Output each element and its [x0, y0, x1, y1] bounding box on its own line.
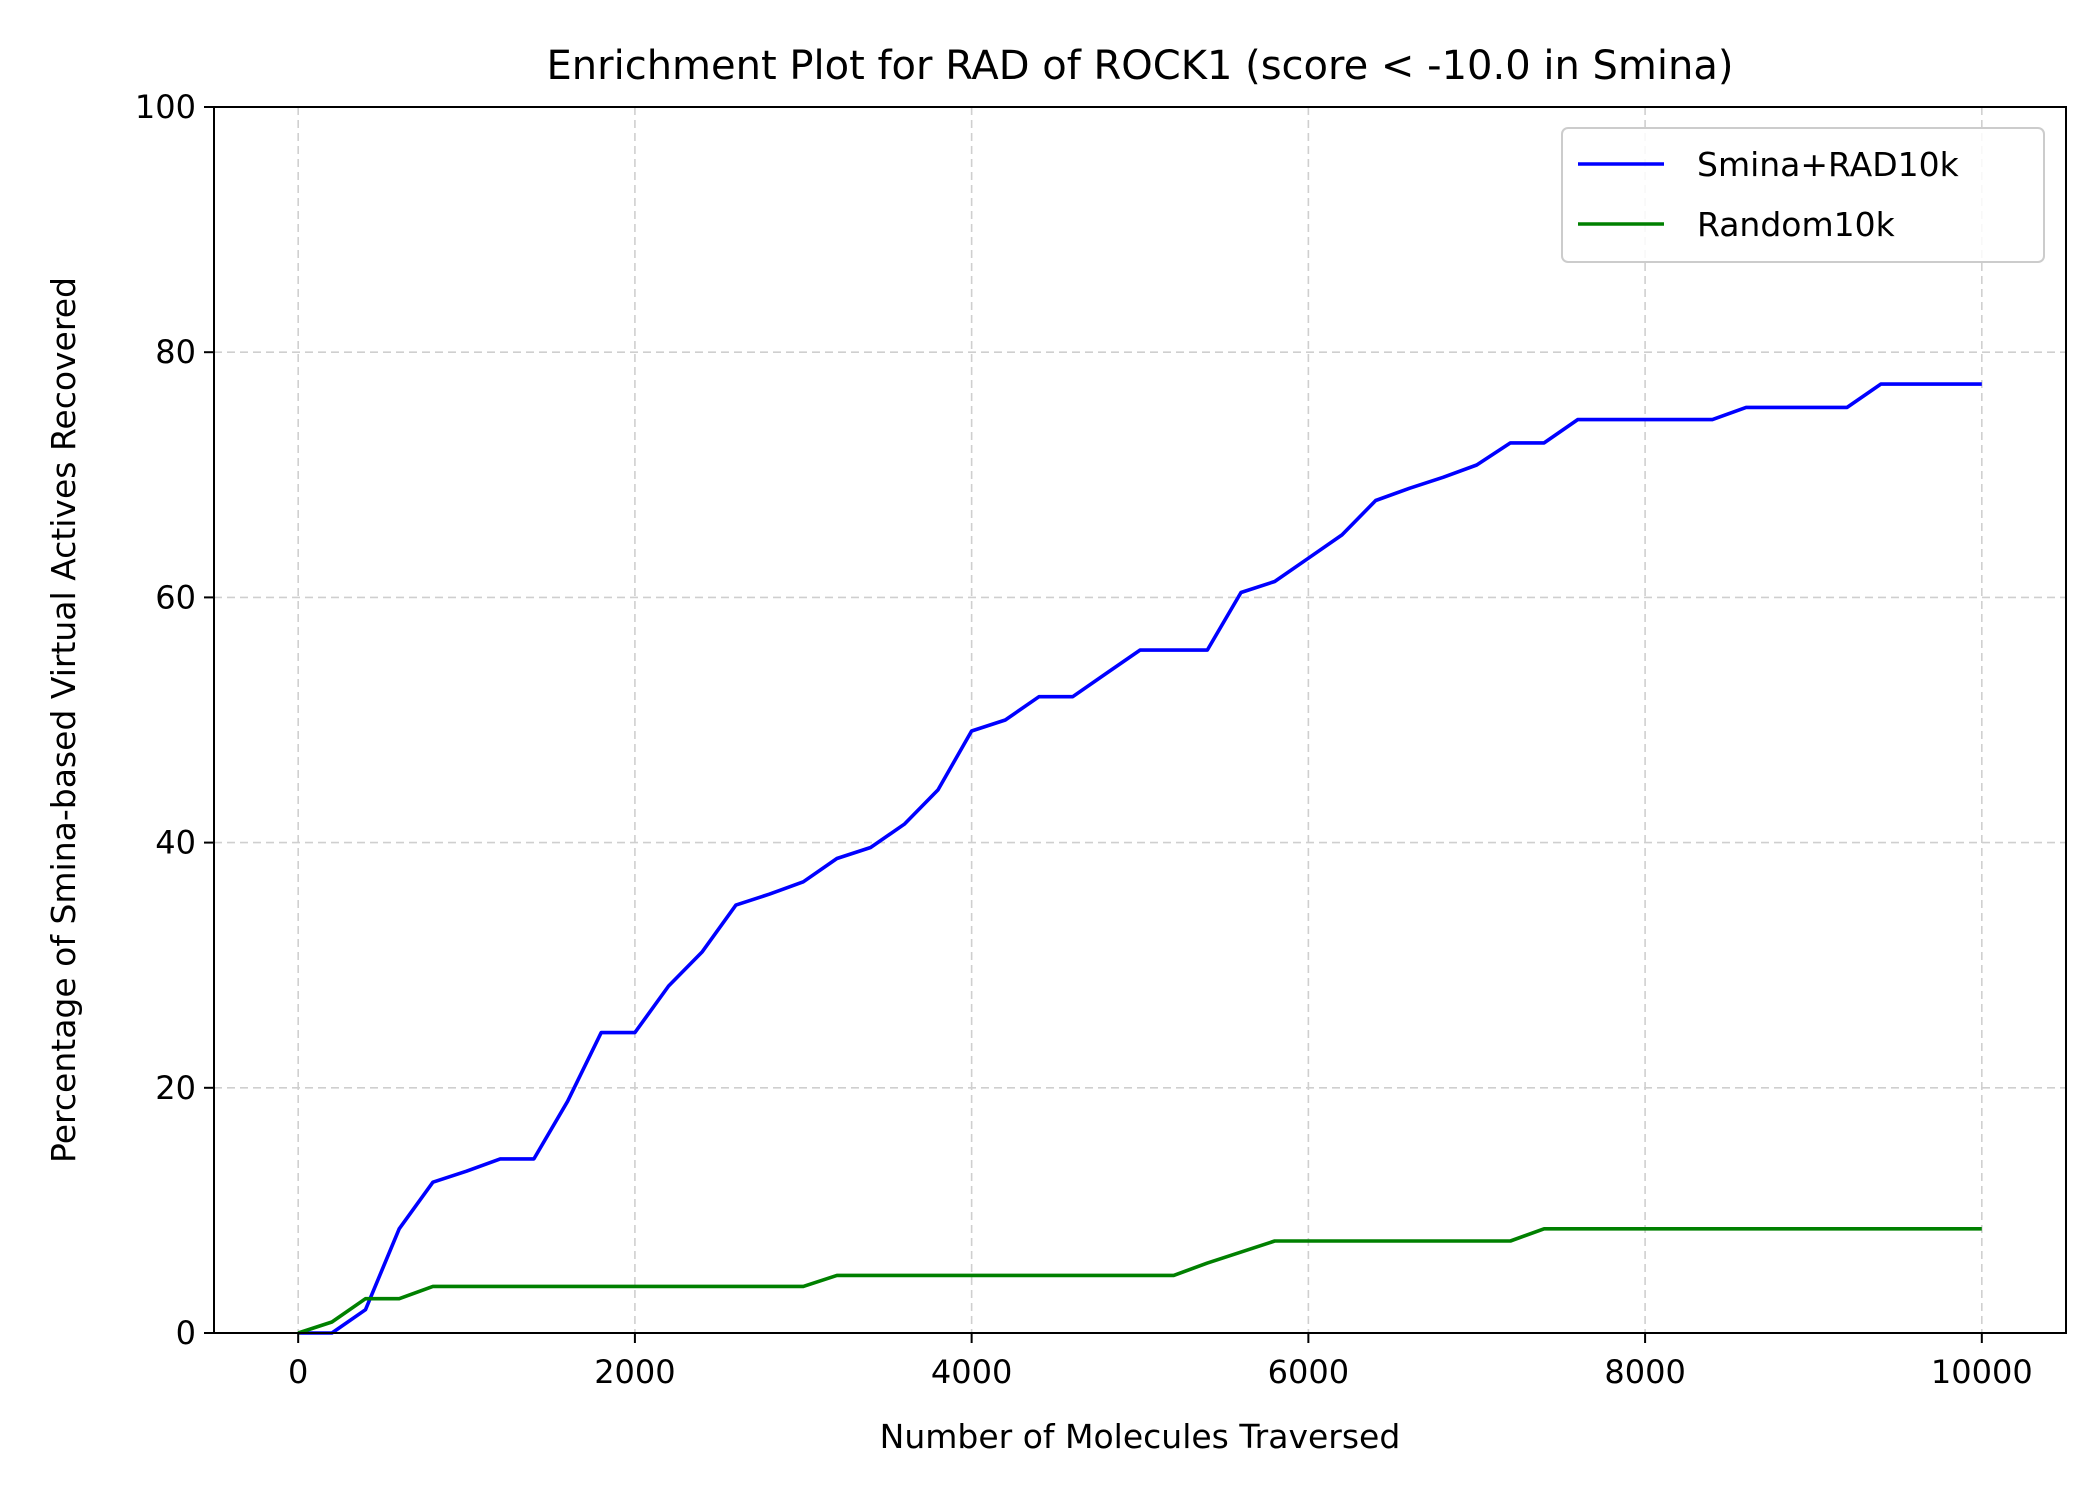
x-tick-label: 6000	[1268, 1353, 1349, 1391]
y-tick-label: 80	[155, 333, 196, 371]
axis-ticks: 0 2000 4000 6000 8000 10000 0 20 40 60 80 100	[135, 88, 2033, 1391]
series-lines	[297, 382, 1982, 1335]
series-line-smina-rad10k	[298, 382, 1982, 1335]
y-tick-label: 40	[155, 824, 196, 862]
legend: Smina+RAD10k Random10k	[1561, 127, 2045, 263]
plot-frame	[213, 106, 2067, 1334]
legend-label: Random10k	[1697, 205, 1896, 244]
chart-title: Enrichment Plot for RAD of ROCK1 (score …	[547, 43, 1734, 89]
y-tick-label: 20	[155, 1069, 196, 1107]
x-tick-label: 2000	[594, 1353, 675, 1391]
legend-label: Smina+RAD10k	[1697, 145, 1960, 184]
y-tick-label: 0	[176, 1314, 196, 1352]
series-line-random10k	[297, 1227, 1982, 1335]
x-axis-label: Number of Molecules Traversed	[880, 1417, 1401, 1456]
y-tick-label: 60	[155, 578, 196, 616]
x-tick-label: 8000	[1604, 1353, 1685, 1391]
x-tick-label: 10000	[1931, 1353, 2033, 1391]
y-tick-label: 100	[135, 88, 196, 126]
x-tick-label: 4000	[931, 1353, 1012, 1391]
legend-box	[1561, 127, 2045, 263]
x-tick-label: 0	[288, 1353, 308, 1391]
y-axis-label: Percentage of Smina-based Virtual Active…	[44, 277, 83, 1163]
grid	[214, 107, 2066, 1333]
